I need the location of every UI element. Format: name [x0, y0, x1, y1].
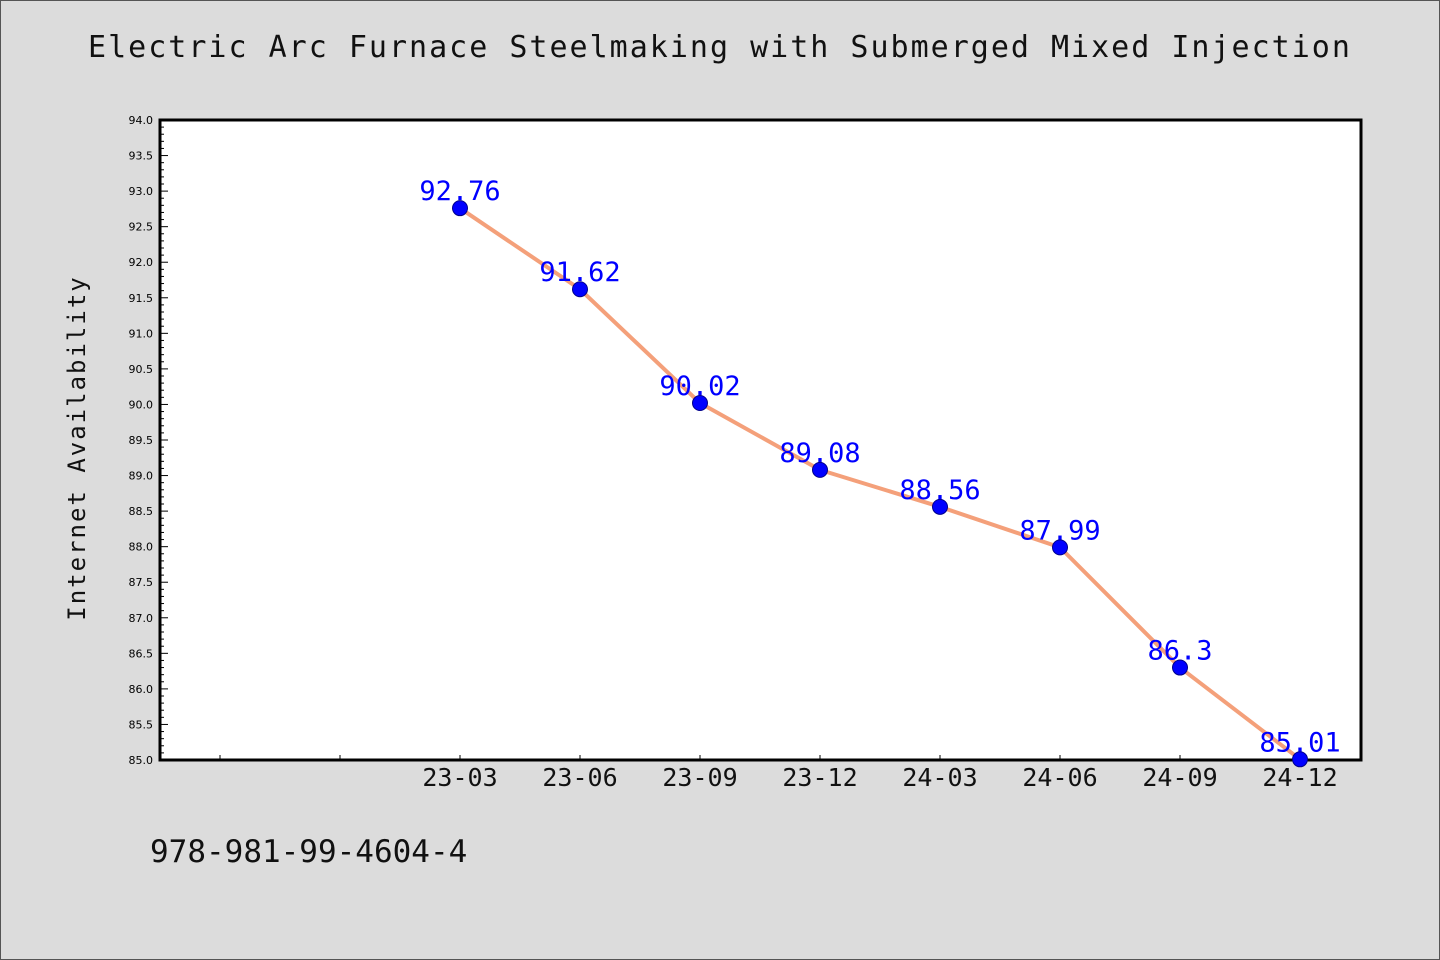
data-label: 90.02 — [659, 371, 740, 402]
y-tick-label: 94.0 — [129, 114, 154, 127]
y-tick-label: 88.5 — [129, 505, 154, 518]
y-tick-label: 91.5 — [129, 292, 154, 305]
x-tick-label: 24-09 — [1142, 763, 1217, 792]
y-tick-label: 90.0 — [129, 398, 154, 411]
y-tick-label: 85.5 — [129, 718, 154, 731]
data-point — [812, 461, 828, 478]
data-point — [1052, 539, 1068, 556]
data-label: 87.99 — [1019, 515, 1100, 546]
plot-area — [158, 118, 1363, 762]
y-tick-label: 86.5 — [129, 647, 154, 660]
x-tick-label: 23-12 — [782, 763, 857, 792]
chart-title: Electric Arc Furnace Steelmaking with Su… — [88, 30, 1352, 65]
data-label: 89.08 — [779, 438, 860, 469]
series-line — [458, 206, 1302, 761]
y-tick-label: 92.5 — [129, 221, 154, 234]
data-label: 86.3 — [1147, 636, 1212, 667]
data-point — [932, 498, 948, 515]
x-tick-label: 24-12 — [1262, 763, 1337, 792]
y-tick-label: 89.0 — [129, 470, 154, 483]
isbn-footer: 978-981-99-4604-4 — [150, 834, 468, 870]
data-point — [1292, 751, 1308, 768]
data-series: 92.76 91.62 90.02 89.08 88.56 87.99 86.3 85.01 — [419, 176, 1341, 768]
y-tick-label: 85.0 — [129, 754, 154, 767]
y-tick-label: 87.5 — [129, 576, 154, 589]
y-tick-label: 89.5 — [129, 434, 154, 447]
x-tick-label: 23-09 — [662, 763, 737, 792]
y-tick-label: 92.0 — [129, 256, 154, 269]
data-label: 88.56 — [899, 475, 980, 506]
y-tick-label: 87.0 — [129, 612, 154, 625]
x-tick-label: 24-03 — [902, 763, 977, 792]
y-tick-label: 90.5 — [129, 363, 154, 376]
y-tick-label: 93.5 — [129, 150, 154, 163]
x-axis: 23-03 23-06 23-09 23-12 24-03 24-06 24-09 24-12 — [219, 755, 1338, 792]
data-point — [452, 200, 468, 217]
y-tick-label: 86.0 — [129, 683, 154, 696]
data-label: 85.01 — [1259, 727, 1340, 758]
data-label: 92.76 — [419, 176, 500, 207]
data-point — [692, 395, 708, 412]
y-tick-label: 88.0 — [129, 541, 154, 554]
data-point — [1172, 659, 1188, 676]
x-tick-label: 24-06 — [1022, 763, 1097, 792]
x-tick-label: 23-06 — [542, 763, 617, 792]
data-label: 91.62 — [539, 257, 620, 288]
x-tick-label: 23-03 — [422, 763, 497, 792]
y-tick-label: 91.0 — [129, 327, 154, 340]
y-axis: 85.0 85.5 86.0 86.5 87.0 87.5 88.0 88.5 89.0 89.5… — [129, 114, 168, 767]
data-point — [572, 281, 588, 298]
y-tick-label: 93.0 — [129, 185, 154, 198]
